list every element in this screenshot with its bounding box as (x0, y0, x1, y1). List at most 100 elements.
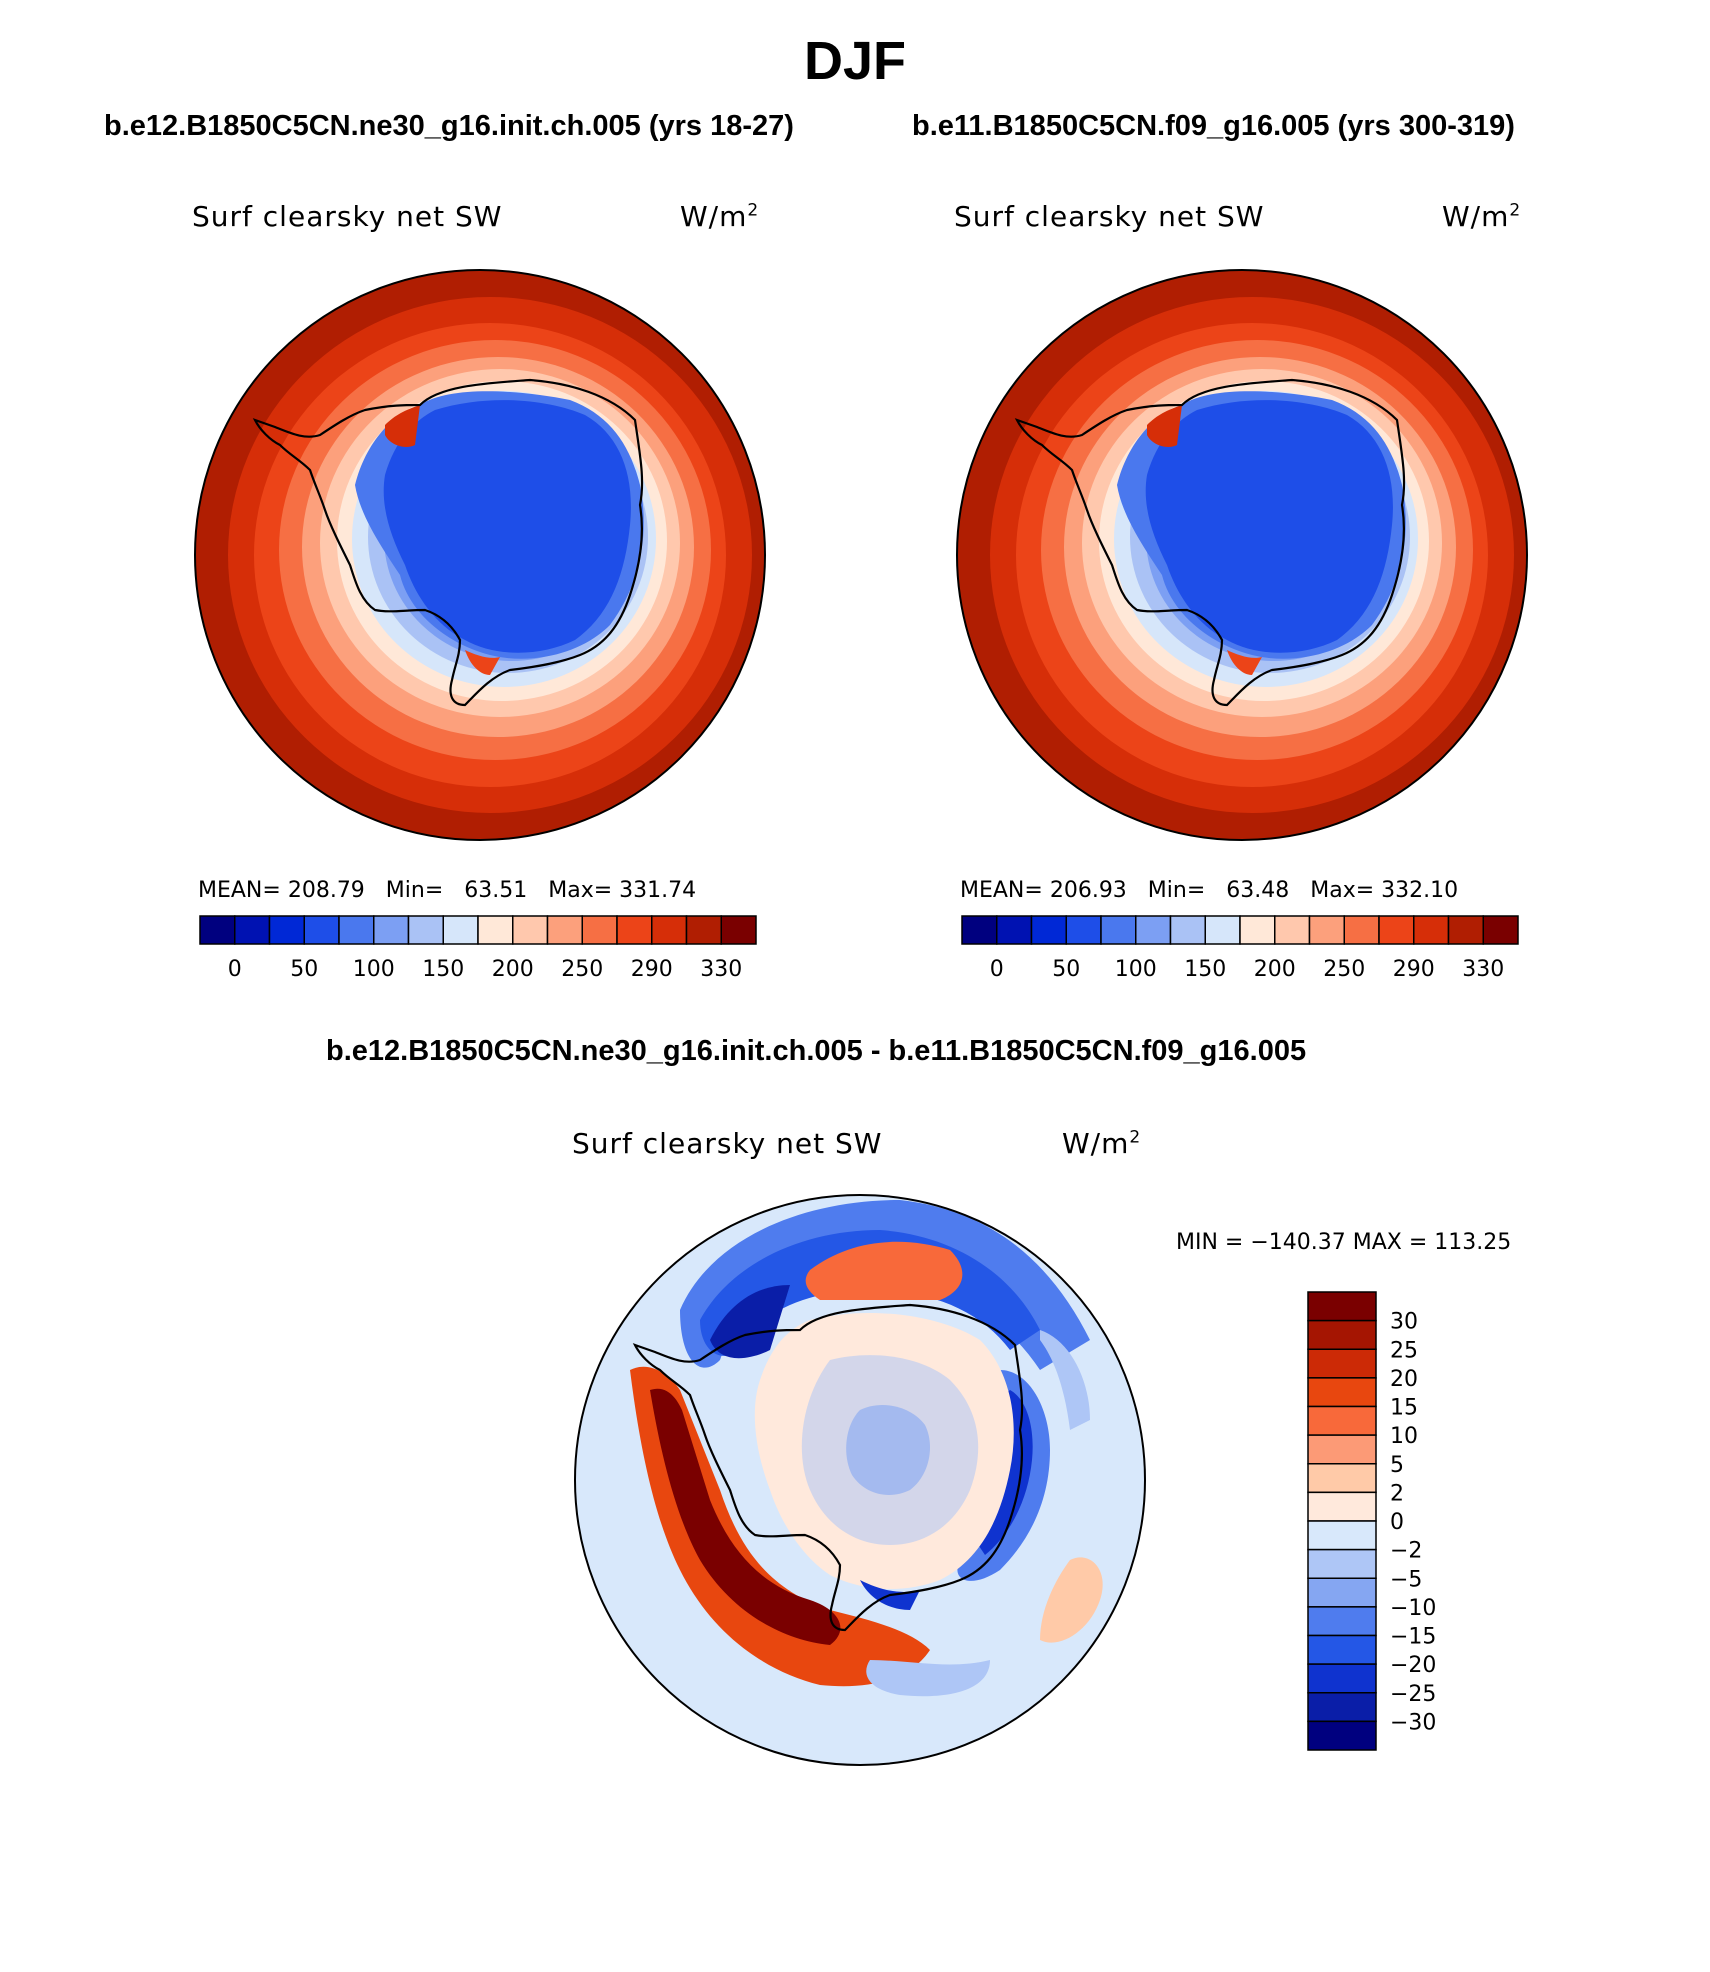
colorbar-left-box (477, 915, 514, 945)
colorbar-right-box (1204, 915, 1241, 945)
colorbar-right-box (1065, 915, 1102, 945)
colorbar-right: 0 50 100 150 200 250 290 330 (961, 915, 1519, 982)
map-right-border (956, 269, 1528, 841)
colorbar-difference-boxes (1307, 1291, 1377, 1751)
colorbar-right-box (1274, 915, 1311, 945)
colorbar-difference-box (1307, 1606, 1377, 1637)
colorbar-left-box (616, 915, 653, 945)
difference-variable-label: Surf clearsky net SW (572, 1127, 883, 1160)
colorbar-difference-tick-label: −30 (1390, 1710, 1436, 1735)
colorbar-left-tick-label: 250 (561, 957, 603, 982)
panel-left-variable-label: Surf clearsky net SW (192, 200, 503, 233)
colorbar-left-box (546, 915, 583, 945)
colorbar-right-box (961, 915, 998, 945)
colorbar-difference-tick-label: 10 (1390, 1424, 1418, 1449)
colorbar-left: 0 50 100 150 200 250 290 330 (199, 915, 757, 982)
map-left-field (195, 270, 765, 840)
colorbar-right-tick-label: 50 (1052, 957, 1080, 982)
colorbar-difference-box (1307, 1405, 1377, 1436)
colorbar-difference-box (1307, 1348, 1377, 1379)
colorbar-right-box (1100, 915, 1137, 945)
colorbar-left-tick-label: 330 (700, 957, 742, 982)
colorbar-difference-tick-label: 0 (1390, 1510, 1404, 1535)
colorbar-left-tick-label: 100 (353, 957, 395, 982)
panel-right-case-title: b.e11.B1850C5CN.f09_g16.005 (yrs 300-319… (912, 110, 1515, 142)
colorbar-difference-box (1307, 1377, 1377, 1408)
colorbar-difference-box (1307, 1434, 1377, 1465)
colorbar-left-tick-label: 200 (492, 957, 534, 982)
map-difference-field (575, 1195, 1145, 1765)
colorbar-difference-tick-label: 30 (1390, 1310, 1418, 1335)
colorbar-right-box (1482, 915, 1519, 945)
colorbar-right-box (1308, 915, 1345, 945)
colorbar-right-tick-label: 330 (1462, 957, 1504, 982)
colorbar-difference-box (1307, 1634, 1377, 1665)
colorbar-difference-box (1307, 1319, 1377, 1350)
colorbar-difference-box (1307, 1491, 1377, 1522)
colorbar-left-box (720, 915, 757, 945)
figure-title: DJF (803, 31, 906, 91)
colorbar-left-boxes (199, 915, 757, 945)
panel-left-units: W/m2 (680, 200, 760, 233)
colorbar-right-tick-label: 250 (1323, 957, 1365, 982)
difference-units: W/m2 (1062, 1127, 1142, 1160)
colorbar-right-tick-label: 200 (1254, 957, 1296, 982)
panel-right-stats: MEAN= 206.93 Min= 63.48 Max= 332.10 (960, 878, 1459, 903)
colorbar-left-box (268, 915, 305, 945)
colorbar-left-labels: 0 50 100 150 200 250 290 330 (228, 957, 743, 982)
colorbar-left-box (651, 915, 688, 945)
colorbar-left-box (338, 915, 375, 945)
colorbar-difference-tick-label: 5 (1390, 1453, 1404, 1478)
colorbar-left-tick-label: 50 (290, 957, 318, 982)
panel-right-units: W/m2 (1442, 200, 1522, 233)
colorbar-difference-box (1307, 1548, 1377, 1579)
colorbar-difference-tick-label: −2 (1390, 1539, 1422, 1564)
panel-left-stats: MEAN= 208.79 Min= 63.51 Max= 331.74 (198, 878, 697, 903)
map-difference-border (574, 1194, 1146, 1766)
colorbar-difference-box (1307, 1291, 1377, 1322)
colorbar-difference-box (1307, 1463, 1377, 1494)
colorbar-difference-box (1307, 1577, 1377, 1608)
colorbar-right-box (1378, 915, 1415, 945)
colorbar-right-tick-label: 100 (1115, 957, 1157, 982)
colorbar-right-tick-label: 150 (1184, 957, 1226, 982)
colorbar-difference-tick-label: −20 (1390, 1653, 1436, 1678)
colorbar-right-box (1413, 915, 1450, 945)
panel-left-case-title: b.e12.B1850C5CN.ne30_g16.init.ch.005 (yr… (104, 110, 794, 142)
colorbar-left-box (199, 915, 236, 945)
colorbar-right-labels: 0 50 100 150 200 250 290 330 (990, 957, 1505, 982)
colorbar-left-box (234, 915, 271, 945)
map-difference-coastline (632, 1303, 1024, 1632)
colorbar-right-box (1135, 915, 1172, 945)
colorbar-right-box (1169, 915, 1206, 945)
colorbar-left-box (407, 915, 444, 945)
map-left (194, 269, 766, 841)
map-right-field (957, 270, 1527, 840)
map-left-coastline (252, 378, 644, 707)
colorbar-right-tick-label: 290 (1393, 957, 1435, 982)
colorbar-difference-tick-label: −5 (1390, 1567, 1422, 1592)
colorbar-left-tick-label: 0 (228, 957, 242, 982)
colorbar-difference-tick-label: −10 (1390, 1596, 1436, 1621)
colorbar-right-box (1343, 915, 1380, 945)
colorbar-difference-tick-label: −15 (1390, 1625, 1436, 1650)
colorbar-right-box (1030, 915, 1067, 945)
map-right (956, 269, 1528, 841)
map-difference (574, 1194, 1146, 1766)
colorbar-left-box (581, 915, 618, 945)
colorbar-difference-tick-label: 15 (1390, 1396, 1418, 1421)
difference-title: b.e12.B1850C5CN.ne30_g16.init.ch.005 - b… (326, 1035, 1307, 1067)
colorbar-difference-box (1307, 1520, 1377, 1551)
colorbar-left-box (685, 915, 722, 945)
colorbar-right-boxes (961, 915, 1519, 945)
map-left-border (194, 269, 766, 841)
colorbar-left-box (373, 915, 410, 945)
colorbar-difference-box (1307, 1692, 1377, 1723)
difference-minmax: MIN = −140.37 MAX = 113.25 (1176, 1230, 1512, 1255)
map-right-coastline (1014, 378, 1406, 707)
colorbar-difference-tick-label: 20 (1390, 1367, 1418, 1392)
colorbar-left-tick-label: 150 (422, 957, 464, 982)
colorbar-difference-box (1307, 1663, 1377, 1694)
